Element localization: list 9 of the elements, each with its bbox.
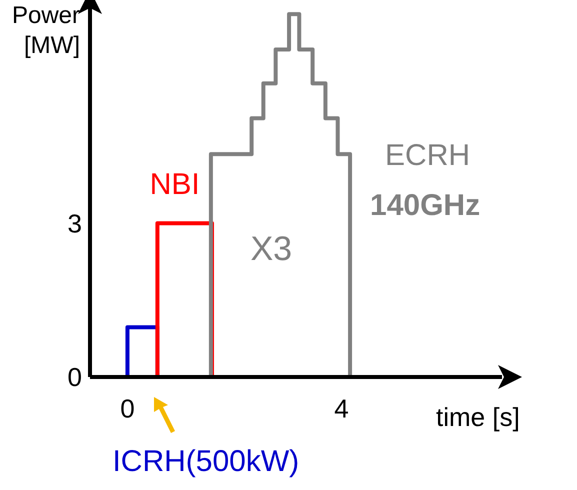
- y-tick-label: 3: [68, 208, 82, 238]
- y-axis-title: Power [MW]: [12, 2, 80, 60]
- series-label: NBI: [150, 168, 200, 202]
- x-tick-label: 4: [334, 393, 349, 424]
- text: ICRH(500kW): [112, 445, 300, 479]
- annotation: X3: [250, 230, 292, 269]
- x-axis-title: time [s]: [436, 402, 520, 433]
- series-label: ECRH: [385, 139, 470, 174]
- annotation: 140GHz: [370, 189, 480, 224]
